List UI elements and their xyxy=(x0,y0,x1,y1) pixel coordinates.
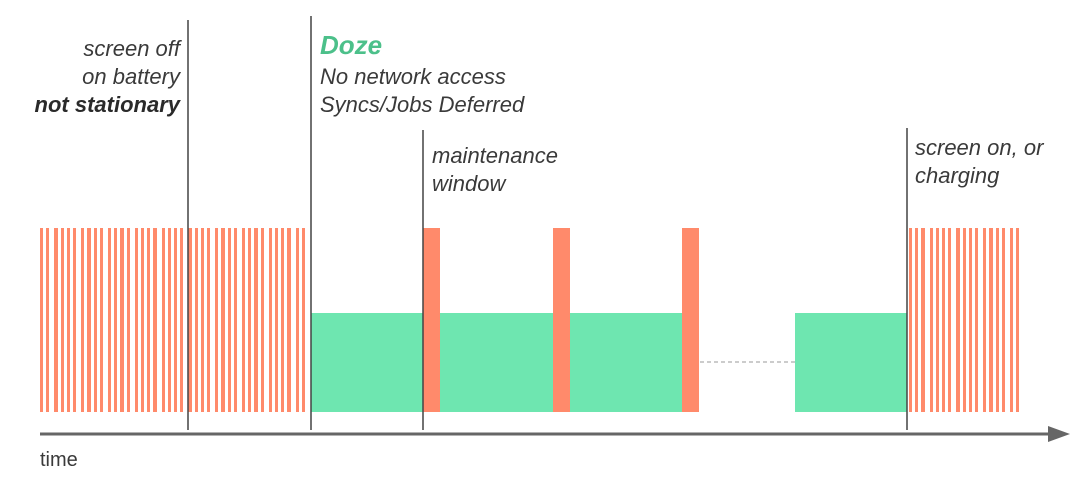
active-stripe xyxy=(921,228,925,412)
active-stripe xyxy=(909,228,912,412)
active-stripe xyxy=(135,228,138,412)
active-stripe xyxy=(956,228,960,412)
active-stripe xyxy=(989,228,993,412)
active-stripe xyxy=(153,228,157,412)
active-stripe xyxy=(81,228,84,412)
active-stripe xyxy=(1002,228,1005,412)
label-not-stationary: not stationary xyxy=(35,92,182,117)
active-stripe xyxy=(100,228,103,412)
active-stripe xyxy=(195,228,198,412)
label-no-network-access: No network access xyxy=(320,64,506,89)
maintenance-window-bar-3 xyxy=(682,228,699,412)
active-stripe xyxy=(188,228,192,412)
active-stripe xyxy=(67,228,70,412)
active-activity-stripes-left xyxy=(40,228,305,412)
active-stripe xyxy=(915,228,918,412)
doze-block-3 xyxy=(570,313,682,412)
label-window: window xyxy=(432,171,507,196)
active-stripe xyxy=(40,228,43,412)
active-stripe xyxy=(147,228,150,412)
time-axis-arrowhead xyxy=(1048,426,1070,442)
active-stripe xyxy=(127,228,130,412)
active-stripe xyxy=(269,228,272,412)
active-stripe xyxy=(302,228,305,412)
active-stripe xyxy=(234,228,237,412)
active-stripe xyxy=(248,228,251,412)
active-stripe xyxy=(242,228,245,412)
active-stripe xyxy=(254,228,258,412)
active-stripe xyxy=(930,228,933,412)
doze-block-4 xyxy=(795,313,907,412)
doze-block-1 xyxy=(311,313,423,412)
active-stripe xyxy=(975,228,978,412)
active-stripe xyxy=(46,228,49,412)
active-stripe xyxy=(73,228,76,412)
label-doze-title: Doze xyxy=(320,30,382,60)
active-stripe xyxy=(54,228,58,412)
active-stripe xyxy=(114,228,117,412)
active-stripe xyxy=(94,228,97,412)
label-on-battery: on battery xyxy=(82,64,182,89)
label-charging: charging xyxy=(915,163,1000,188)
doze-block-2 xyxy=(440,313,553,412)
active-stripe xyxy=(87,228,91,412)
label-maintenance: maintenance xyxy=(432,143,558,168)
active-stripe xyxy=(180,228,183,412)
maintenance-window-bar-2 xyxy=(553,228,570,412)
active-stripe xyxy=(168,228,171,412)
active-stripe xyxy=(174,228,177,412)
active-stripe xyxy=(996,228,999,412)
active-stripe xyxy=(141,228,144,412)
active-stripe xyxy=(207,228,210,412)
active-stripe xyxy=(281,228,284,412)
label-syncs-jobs-deferred: Syncs/Jobs Deferred xyxy=(320,92,525,117)
active-stripe xyxy=(948,228,951,412)
active-stripe xyxy=(275,228,278,412)
active-stripe xyxy=(228,228,231,412)
active-stripe xyxy=(1010,228,1013,412)
active-stripe xyxy=(201,228,204,412)
active-stripe xyxy=(287,228,291,412)
active-stripe xyxy=(261,228,264,412)
maintenance-window-bar-1 xyxy=(423,228,440,412)
label-screen-on-or: screen on, or xyxy=(915,135,1045,160)
active-stripe xyxy=(296,228,299,412)
time-axis-label: time xyxy=(40,449,78,471)
active-stripe xyxy=(120,228,124,412)
active-stripe xyxy=(983,228,986,412)
active-stripe xyxy=(108,228,111,412)
active-stripe xyxy=(969,228,972,412)
active-stripe xyxy=(162,228,165,412)
active-stripe xyxy=(942,228,945,412)
active-stripe xyxy=(936,228,939,412)
active-activity-stripes-right xyxy=(909,228,1019,412)
active-stripe xyxy=(61,228,64,412)
active-stripe xyxy=(1016,228,1019,412)
active-stripe xyxy=(963,228,966,412)
label-screen-off: screen off xyxy=(83,36,182,61)
active-stripe xyxy=(215,228,218,412)
active-stripe xyxy=(221,228,225,412)
